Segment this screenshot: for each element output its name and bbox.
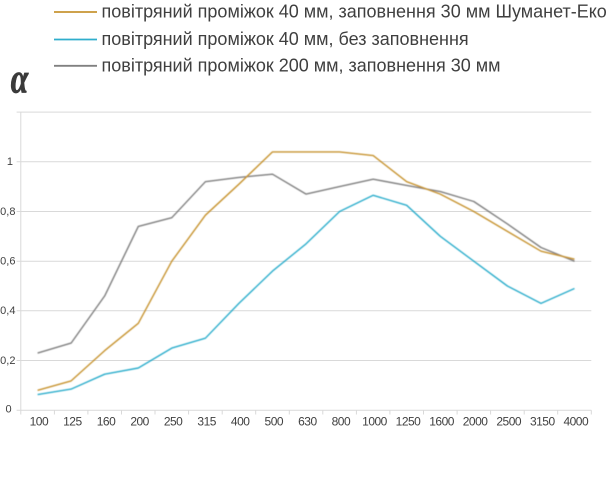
svg-text:200: 200 bbox=[130, 415, 149, 429]
svg-text:0,6: 0,6 bbox=[0, 256, 15, 268]
svg-text:повітряний проміжок 40 мм, зап: повітряний проміжок 40 мм, заповнення 30… bbox=[102, 2, 607, 22]
svg-text:500: 500 bbox=[265, 415, 284, 429]
svg-text:повітряний проміжок 40 мм, без: повітряний проміжок 40 мм, без заповненн… bbox=[102, 29, 469, 49]
svg-text:2000: 2000 bbox=[463, 415, 489, 429]
svg-text:α: α bbox=[11, 56, 29, 102]
svg-text:100: 100 bbox=[30, 415, 49, 429]
svg-text:630: 630 bbox=[298, 415, 317, 429]
svg-text:315: 315 bbox=[197, 415, 216, 429]
svg-text:0: 0 bbox=[5, 404, 11, 416]
svg-text:0,2: 0,2 bbox=[0, 355, 15, 367]
svg-text:1000: 1000 bbox=[362, 415, 388, 429]
svg-text:160: 160 bbox=[97, 415, 116, 429]
svg-text:1250: 1250 bbox=[396, 415, 422, 429]
svg-text:2500: 2500 bbox=[496, 415, 522, 429]
svg-text:0,4: 0,4 bbox=[0, 305, 15, 317]
svg-text:3150: 3150 bbox=[530, 415, 556, 429]
svg-text:1: 1 bbox=[7, 156, 13, 168]
svg-text:1600: 1600 bbox=[429, 415, 455, 429]
svg-text:400: 400 bbox=[231, 415, 250, 429]
svg-text:250: 250 bbox=[164, 415, 183, 429]
svg-text:4000: 4000 bbox=[563, 415, 589, 429]
svg-text:800: 800 bbox=[332, 415, 351, 429]
svg-text:125: 125 bbox=[63, 415, 82, 429]
svg-text:0,8: 0,8 bbox=[0, 206, 15, 218]
svg-text:повітряний проміжок 200 мм, за: повітряний проміжок 200 мм, заповнення 3… bbox=[102, 55, 501, 75]
